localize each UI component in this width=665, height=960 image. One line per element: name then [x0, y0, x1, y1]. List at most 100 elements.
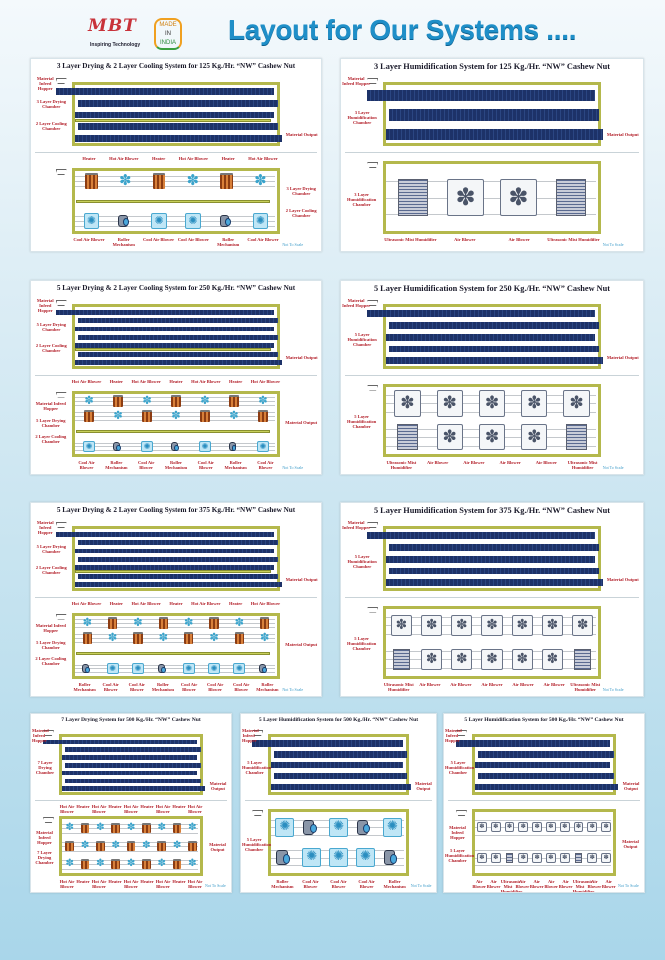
conveyor-belt	[271, 762, 403, 769]
equipment-label: Hot Air Blower	[109, 156, 139, 161]
dryer-frame	[268, 734, 409, 795]
air-blower-icon: ✽	[511, 648, 533, 670]
hot-air-blower-icon: ✽	[258, 394, 268, 408]
page-title: Layout for Our Systems ....	[228, 14, 577, 45]
cool-air-blower-icon: ✺	[132, 662, 144, 675]
equipment-frame	[472, 809, 616, 876]
equipment-label: Air Blower	[543, 682, 565, 687]
hopper-icon	[55, 613, 67, 620]
not-to-scale-note: Not To Scale	[410, 883, 432, 888]
equipment-label: Air Blower	[463, 460, 485, 465]
heater-icon	[84, 410, 94, 423]
equipment-label: Ultrasonic Mist Humidifier	[567, 460, 598, 470]
infeed-label: Material Infeed Hopper	[36, 76, 54, 91]
section-separator	[35, 800, 227, 802]
equipment-label: Air Blower	[481, 682, 503, 687]
heater-icon	[209, 617, 219, 629]
equipment-label: Cool Air Blower	[247, 237, 279, 242]
air-blower-icon: ✽	[541, 614, 563, 636]
heater-icon	[220, 173, 233, 189]
conveyor-rail	[475, 865, 611, 867]
conveyor-belt	[77, 540, 279, 545]
equipment-label: Ultrasonic Mist Humidifier	[547, 237, 600, 242]
infeed-label: Material Infeed Hopper	[342, 298, 371, 308]
logo-text: MBT	[88, 16, 137, 36]
equipment-label: Cool Air Blower	[206, 682, 224, 692]
heater-icon	[260, 617, 270, 629]
made-in-india-badge: MADE IN INDIA	[154, 18, 182, 50]
conveyor-rail	[74, 186, 276, 187]
equipment-label: Cool Air Blower	[302, 879, 319, 889]
roller-mechanism-icon	[276, 850, 291, 866]
air-blower-icon: ✽	[541, 648, 563, 670]
conveyor-rail	[74, 216, 276, 217]
equipment-label: Heater	[108, 804, 122, 809]
infeed-label: Material Infeed Hopper	[32, 728, 49, 743]
equipment-label: Heater	[172, 804, 186, 809]
heater-icon	[234, 632, 245, 645]
heater-icon	[80, 858, 90, 870]
cool-air-blower-icon: ✺	[355, 848, 375, 868]
equipment-label: Air Blower	[486, 879, 501, 889]
infeed-label: Material Infeed Hopper	[242, 728, 259, 743]
conveyor-belt	[65, 747, 201, 752]
hot-air-blower-icon: ✽	[111, 839, 120, 851]
layout-panel-500-drying: 7 Layer Drying System for 500 Kg./Hr. “N…	[30, 713, 232, 893]
equipment-label: Cool Air Blower	[177, 237, 209, 242]
hot-air-blower-icon: ✽	[96, 857, 105, 869]
conveyor-rail	[74, 176, 276, 177]
conveyor-rail	[475, 857, 611, 859]
conveyor-belt	[77, 123, 279, 131]
air-blower-icon: ✽	[546, 852, 556, 863]
equipment-label: Cool Air Blower	[180, 682, 198, 692]
infeed-label: Material Infeed Hopper	[445, 728, 462, 743]
equipment-label: Hot Air Blower	[131, 378, 161, 384]
side-label: Material Output	[285, 641, 318, 647]
equipment-label: Air Blower	[529, 879, 544, 889]
badge-line: IN	[165, 31, 171, 37]
roller-mechanism-icon	[118, 214, 130, 228]
equipment-frame	[71, 612, 281, 679]
air-blower-icon: ✽	[477, 822, 487, 833]
logo-tagline: Inspiring Technology	[90, 42, 141, 48]
conveyor-rail	[74, 181, 276, 182]
equipment-label: Ultrasonic Mist Humidifier	[572, 879, 595, 893]
equipment-label: Air Blower	[601, 879, 616, 889]
equipment-label: Air Blower	[454, 237, 476, 242]
ultrasonic-humidifier-icon	[396, 423, 418, 451]
equipment-label: Roller Mechanism	[383, 879, 406, 889]
hot-air-blower-icon: ✽	[229, 409, 239, 423]
air-blower-icon: ✽	[390, 614, 412, 636]
equipment-label: Hot Air Blower	[71, 378, 102, 384]
conveyor-belt	[389, 109, 599, 121]
chamber-label: 5 Layer Drying Chamber	[36, 543, 66, 554]
equipment-label: Cool Air Blower	[102, 682, 119, 692]
equipment-label: Hot Air Blower	[191, 378, 221, 384]
conveyor-belt	[274, 751, 407, 758]
conveyor-belt	[74, 565, 275, 571]
output-label: Material Output	[622, 780, 640, 791]
not-to-scale-note: Not To Scale	[205, 883, 226, 888]
hot-air-blower-icon: ✽	[254, 172, 267, 190]
equipment-label: Hot Air Blower	[187, 879, 203, 889]
hopper-icon	[55, 169, 67, 175]
conveyor-belt	[77, 100, 279, 107]
left-label: 5 Layer Drying Chamber	[36, 417, 66, 428]
equipment-label: Roller Mechanism	[112, 237, 135, 247]
hot-air-blower-icon: ✽	[172, 839, 182, 851]
layout-panel-500-humidification-b: 5 Layer Humidification System for 500 Kg…	[443, 713, 645, 893]
conveyor-rail	[74, 221, 276, 222]
conveyor-belt	[65, 778, 201, 784]
left-label: Material Infeed Hopper	[35, 623, 66, 634]
side-label: Material Output	[622, 838, 639, 849]
output-label: Material Output	[285, 576, 318, 582]
conveyor-rail	[74, 672, 276, 674]
badge-line: MADE	[159, 22, 177, 28]
equipment-label: Heater	[140, 879, 154, 884]
company-logo: MBT Inspiring Technology MADE IN INDIA	[88, 16, 194, 52]
equipment-label: Air Blower	[535, 460, 557, 465]
equipment-frame	[383, 605, 601, 679]
heater-icon	[157, 840, 166, 852]
equipment-label: Air Blower	[587, 879, 602, 889]
air-blower-icon: ✽	[559, 852, 570, 863]
